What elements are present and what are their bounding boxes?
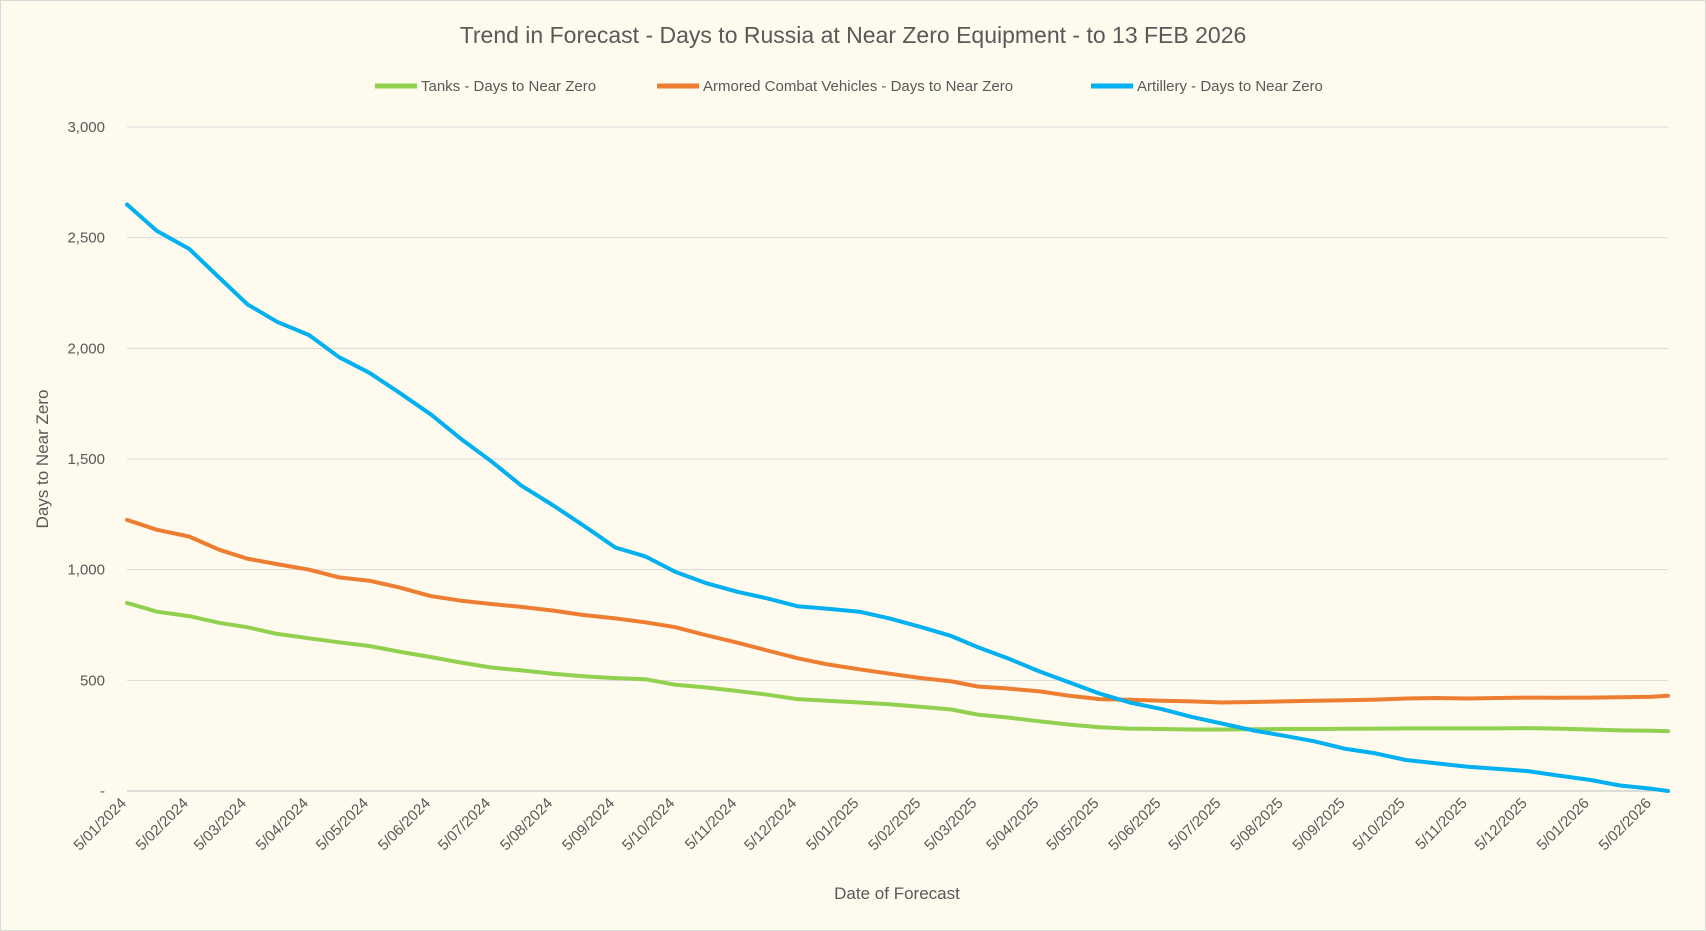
chart-title: Trend in Forecast - Days to Russia at Ne… (460, 22, 1247, 48)
gridlines (127, 126, 1668, 681)
x-tick-label: 5/09/2024 (559, 795, 618, 854)
x-tick-label: 5/11/2025 (1412, 795, 1470, 853)
x-tick-label: 5/08/2024 (497, 795, 556, 854)
x-tick-label: 5/04/2024 (253, 795, 312, 854)
x-tick-label: 5/04/2025 (983, 795, 1042, 854)
x-tick-label: 5/01/2026 (1534, 795, 1593, 854)
x-tick-label: 5/05/2024 (313, 795, 372, 854)
y-tick-label: 3,000 (67, 119, 105, 136)
x-tick-label: 5/12/2024 (741, 795, 800, 854)
x-tick-label: 5/01/2024 (71, 795, 130, 854)
x-tick-label: 5/03/2024 (191, 795, 250, 854)
legend-label-artillery: Artillery - Days to Near Zero (1137, 78, 1323, 95)
y-tick-label: 1,000 (67, 562, 105, 579)
x-tick-label: 5/06/2024 (375, 795, 434, 854)
x-tick-label: 5/02/2026 (1596, 795, 1655, 854)
x-tick-label: 5/08/2025 (1227, 795, 1286, 854)
x-tick-label: 5/12/2025 (1472, 795, 1531, 854)
x-tick-label: 5/10/2025 (1349, 795, 1408, 854)
y-axis-title: Days to Near Zero (33, 390, 52, 529)
x-tick-label: 5/10/2024 (619, 795, 678, 854)
x-tick-label: 5/11/2024 (682, 795, 740, 853)
x-tick-label: 5/07/2025 (1165, 795, 1224, 854)
x-tick-label: 5/09/2025 (1289, 795, 1348, 854)
y-tick-label: 1,500 (67, 451, 105, 468)
x-tick-label: 5/05/2025 (1043, 795, 1102, 854)
y-tick-label: 2,500 (67, 230, 105, 247)
x-axis-title: Date of Forecast (834, 884, 960, 903)
legend: Tanks - Days to Near Zero Armored Combat… (375, 78, 1323, 95)
y-tick-label: 500 (80, 672, 105, 689)
y-tick-label: - (100, 783, 105, 800)
x-tick-label: 5/06/2025 (1105, 795, 1164, 854)
legend-item-artillery: Artillery - Days to Near Zero (1091, 78, 1323, 95)
series-line-tanks (125, 600, 1670, 734)
x-tick-label: 5/01/2025 (803, 795, 862, 854)
series-line-artillery (125, 202, 1670, 793)
legend-label-acv: Armored Combat Vehicles - Days to Near Z… (703, 78, 1013, 95)
y-tick-label: 2,000 (67, 340, 105, 357)
x-tick-label: 5/02/2024 (133, 795, 192, 854)
series-lines (125, 202, 1670, 793)
legend-item-acv: Armored Combat Vehicles - Days to Near Z… (657, 78, 1013, 95)
legend-item-tanks: Tanks - Days to Near Zero (375, 78, 596, 95)
legend-label-tanks: Tanks - Days to Near Zero (421, 78, 596, 95)
y-axis-tick-labels: - 500 1,000 1,500 2,000 2,500 3,000 (67, 119, 105, 800)
series-line-armored-combat-vehicles (125, 517, 1670, 705)
x-tick-label: 5/03/2025 (921, 795, 980, 854)
x-tick-label: 5/07/2024 (435, 795, 494, 854)
x-tick-label: 5/02/2025 (865, 795, 924, 854)
